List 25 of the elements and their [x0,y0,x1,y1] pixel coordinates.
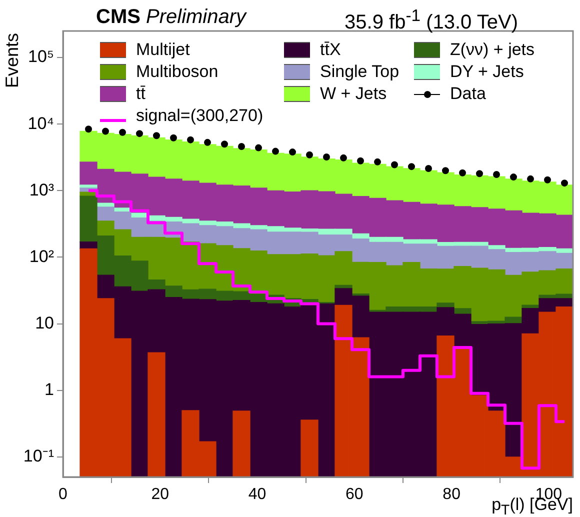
chart-title: CMS Preliminary [96,6,246,28]
y-tick-label: 10⁻¹ [23,446,54,466]
chart-subtitle: 35.9 fb$^{-1}$ (13.0 TeV) [344,6,518,35]
legend-label: DY + Jets [450,62,524,82]
y-tick-label: 10 [35,313,54,332]
legend-label: Data [450,84,486,104]
x-tick-label: 80 [442,486,461,504]
y-tick-label: 10³ [29,180,54,200]
legend-label: W + Jets [320,84,387,104]
y-tick-label: 10² [29,246,54,266]
legend-label: signal=(300,270) [136,106,264,126]
legend-label: Multijet [136,40,190,60]
y-tick-label: 10⁵ [28,47,54,66]
y-tick-label: 10⁴ [28,114,54,133]
legend-label: Multiboson [136,62,218,82]
x-tick-label: 20 [151,486,170,504]
y-axis-title: Events [2,32,23,88]
legend-label: tt̄X [320,40,341,60]
legend-label: Z(νν) + jets [450,40,535,60]
x-tick-label: 40 [248,486,266,504]
x-tick-label: 0 [58,486,68,504]
legend-label: tt̄ [136,84,146,104]
legend-label: Single Top [320,62,400,82]
y-tick-label: 1 [44,380,54,400]
x-tick-label: 60 [346,486,364,504]
